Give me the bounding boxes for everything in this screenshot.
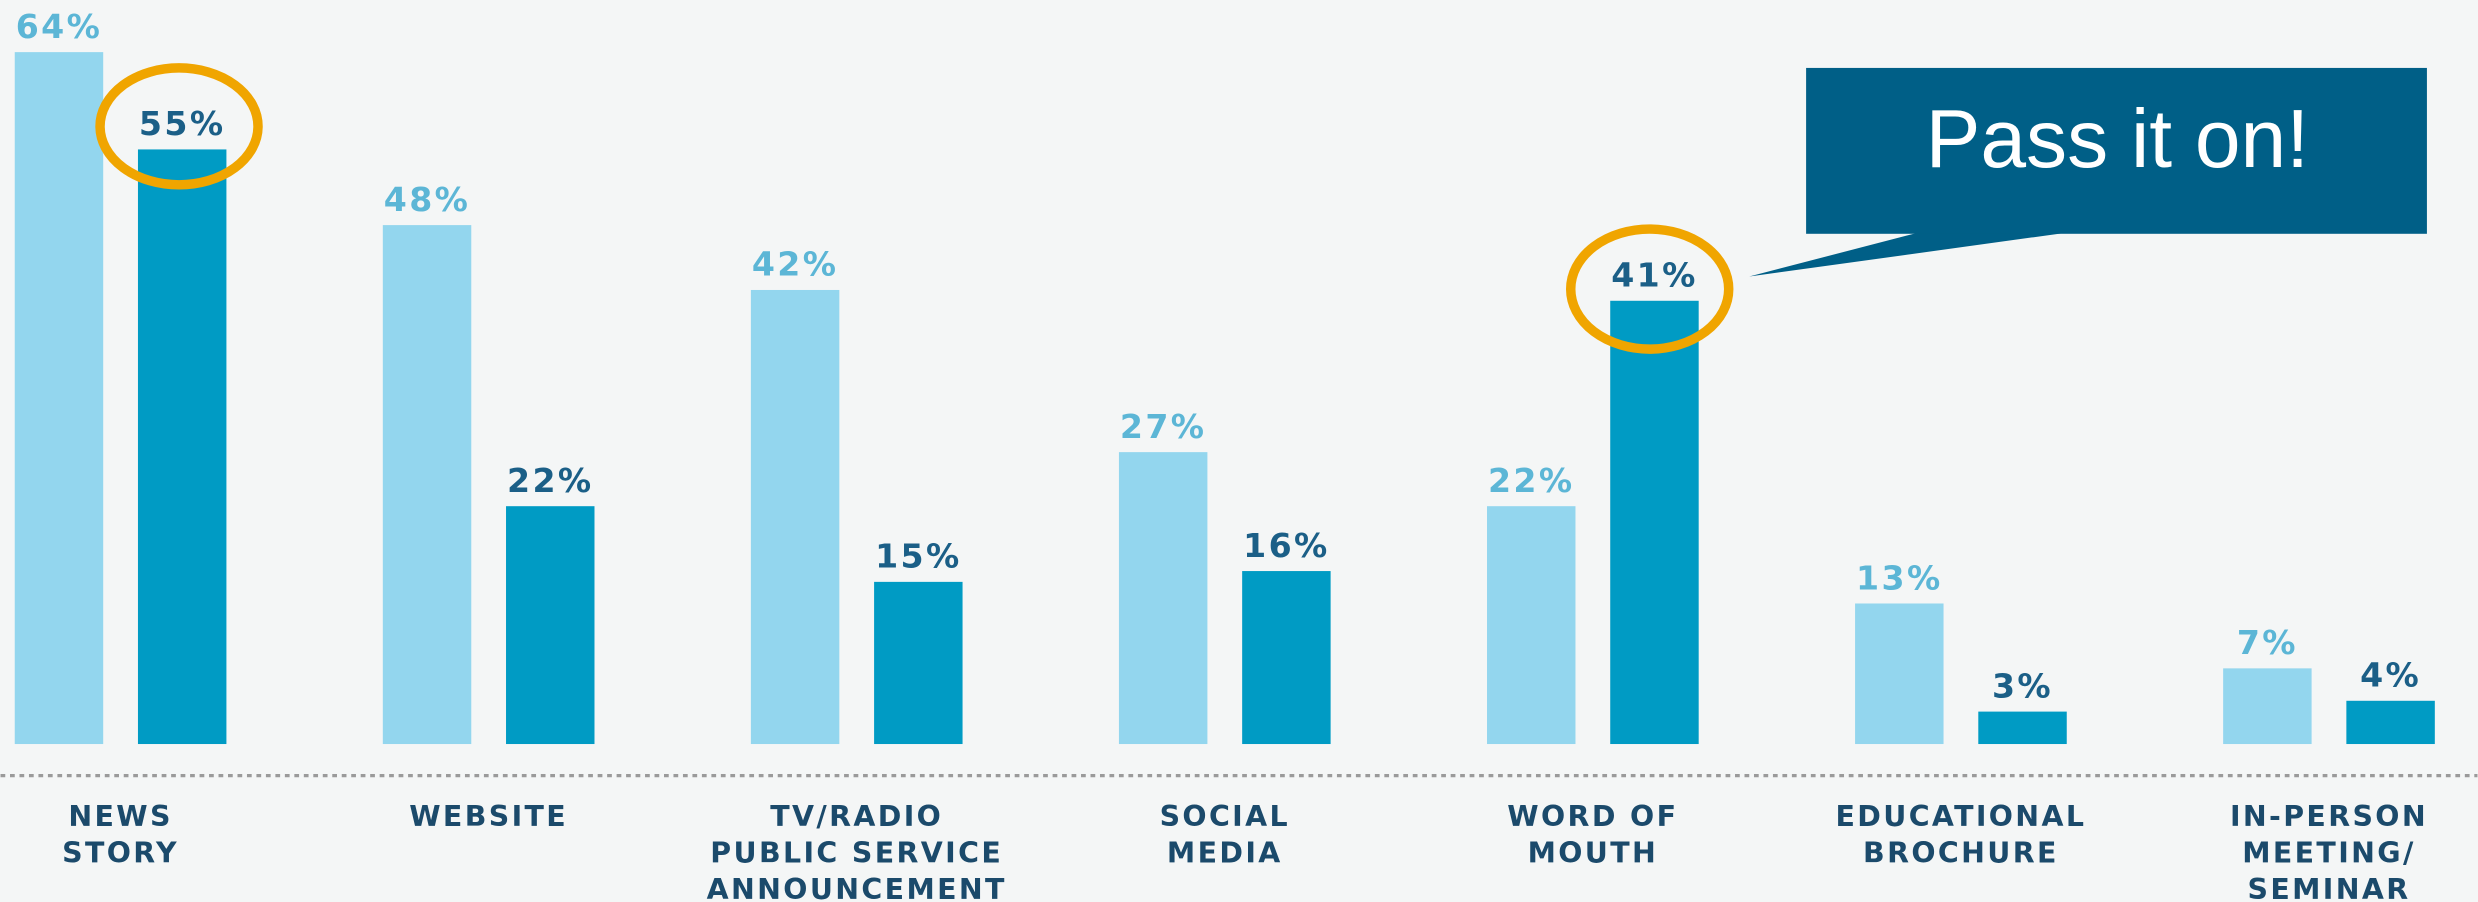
value-label: 27% [1120, 407, 1206, 446]
bar [137, 149, 227, 745]
value-label: 7% [2237, 623, 2298, 662]
value-label: 4% [2360, 656, 2421, 695]
value-label: 22% [1488, 461, 1574, 500]
value-label: 42% [752, 245, 838, 284]
callout-tail [1749, 232, 2070, 277]
bar [14, 52, 104, 745]
bar [506, 506, 595, 745]
bar [1118, 452, 1208, 745]
bar [1978, 711, 2067, 745]
category-label: ANNOUNCEMENT [707, 873, 1007, 902]
category-label: EDUCATIONAL [1836, 800, 2087, 833]
value-label: 48% [384, 180, 470, 219]
category-label: STORY [62, 837, 179, 870]
category-label: MOUTH [1528, 837, 1659, 870]
category-label: SOCIAL [1160, 800, 1290, 833]
category-label: SEMINAR [2247, 873, 2410, 902]
value-label: 64% [16, 7, 102, 46]
value-label: 55% [139, 104, 225, 143]
callout-text: Pass it on! [1926, 94, 2309, 185]
bar [1487, 506, 1576, 745]
value-label: 22% [507, 461, 593, 500]
bar [874, 581, 963, 745]
category-label: WEBSITE [409, 800, 568, 833]
bar [750, 289, 840, 745]
bar [2346, 700, 2435, 745]
bar [1242, 571, 1331, 745]
marks: 64% 48% 42% 27% 22% 13% 7% 55% 22% 15% 16% 41% 3% 4% N… [14, 7, 2435, 902]
category-label: IN-PERSON [2230, 800, 2428, 833]
highlight-circle [1565, 224, 1734, 354]
category-label: BROCHURE [1863, 837, 2059, 870]
bar [1610, 300, 1699, 745]
category-label: MEETING/ [2242, 837, 2416, 870]
value-label: 13% [1856, 558, 1942, 597]
value-label: 15% [875, 537, 961, 576]
value-label: 41% [1611, 256, 1697, 295]
bar [382, 225, 472, 745]
category-label: TV/RADIO [770, 800, 943, 833]
bar [1855, 603, 1944, 745]
category-label: WORD OF [1507, 800, 1678, 833]
category-label: PUBLIC SERVICE [710, 837, 1003, 870]
callout-box [1806, 67, 2427, 234]
value-label: 16% [1243, 526, 1329, 565]
bar [2223, 668, 2312, 745]
category-label: MEDIA [1167, 837, 1283, 870]
highlight-circle [95, 63, 263, 190]
value-label: 3% [1992, 666, 2053, 705]
category-label: NEWS [68, 800, 173, 833]
